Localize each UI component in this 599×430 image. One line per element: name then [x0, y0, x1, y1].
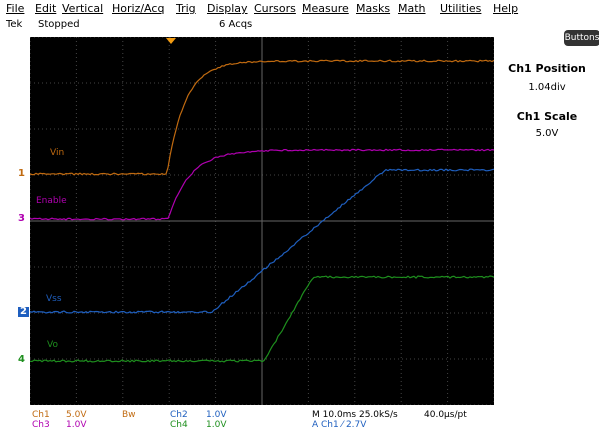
readout-timebase[interactable]: M 10.0ms 25.0kS/s — [312, 410, 398, 420]
ch4-marker[interactable]: 4 — [18, 355, 25, 365]
readout-ch1-scale[interactable]: 5.0V — [66, 410, 86, 420]
menu-math[interactable]: Math — [398, 3, 426, 15]
readout-ch4[interactable]: Ch4 — [170, 420, 188, 430]
acquisition-count: 6 Acqs — [219, 19, 252, 30]
ch1-position-title: Ch1 Position — [495, 62, 599, 75]
ch2-marker[interactable]: 2 — [18, 307, 29, 317]
side-panel: Buttons Ch1 Position 1.04div Ch1 Scale 5… — [495, 18, 599, 430]
readout-ch1[interactable]: Ch1 — [32, 410, 50, 420]
label-vo: Vo — [47, 340, 58, 350]
status-bar: Tek Stopped 6 Acqs — [0, 18, 495, 32]
readout-trigger[interactable]: A Ch1 ⁄ 2.7V — [312, 420, 366, 430]
menu-vertical[interactable]: Vertical — [62, 3, 103, 15]
acquisition-state: Stopped — [38, 19, 80, 30]
readout-ch3-scale[interactable]: 1.0V — [66, 420, 86, 430]
graticule — [30, 37, 494, 405]
channel-marker-margin — [0, 32, 30, 412]
menu-trig[interactable]: Trig — [176, 3, 196, 15]
menu-bar: File Edit Vertical Horiz/Acq Trig Displa… — [0, 0, 599, 18]
waveform-canvas — [30, 37, 494, 405]
brand-label: Tek — [6, 19, 22, 30]
menu-edit[interactable]: Edit — [35, 3, 56, 15]
label-vin: Vin — [50, 148, 64, 158]
menu-cursors[interactable]: Cursors — [254, 3, 296, 15]
ch1-position-value[interactable]: 1.04div — [495, 82, 599, 93]
readout-ch4-scale[interactable]: 1.0V — [206, 420, 226, 430]
readout-resolution: 40.0µs/pt — [424, 410, 467, 420]
label-vss: Vss — [46, 294, 62, 304]
menu-measure[interactable]: Measure — [302, 3, 349, 15]
menu-file[interactable]: File — [6, 3, 24, 15]
ch3-marker[interactable]: 3 — [18, 214, 25, 224]
trigger-position-marker[interactable] — [166, 38, 176, 44]
readout-ch3[interactable]: Ch3 — [32, 420, 50, 430]
bottom-readout: Ch1 5.0V Bw Ch2 1.0V Ch3 1.0V Ch4 1.0V M… — [0, 408, 599, 430]
menu-display[interactable]: Display — [207, 3, 248, 15]
ch1-marker[interactable]: 1 — [18, 169, 25, 179]
waveform-display[interactable] — [30, 37, 494, 405]
menu-masks[interactable]: Masks — [356, 3, 390, 15]
label-enable: Enable — [36, 196, 67, 206]
ch1-scale-value[interactable]: 5.0V — [495, 128, 599, 139]
readout-ch2[interactable]: Ch2 — [170, 410, 188, 420]
menu-utilities[interactable]: Utilities — [440, 3, 481, 15]
buttons-button[interactable]: Buttons — [564, 30, 599, 46]
ch1-scale-title: Ch1 Scale — [495, 110, 599, 123]
readout-bw: Bw — [122, 410, 136, 420]
menu-help[interactable]: Help — [493, 3, 518, 15]
readout-ch2-scale[interactable]: 1.0V — [206, 410, 226, 420]
menu-horiz-acq[interactable]: Horiz/Acq — [112, 3, 164, 15]
